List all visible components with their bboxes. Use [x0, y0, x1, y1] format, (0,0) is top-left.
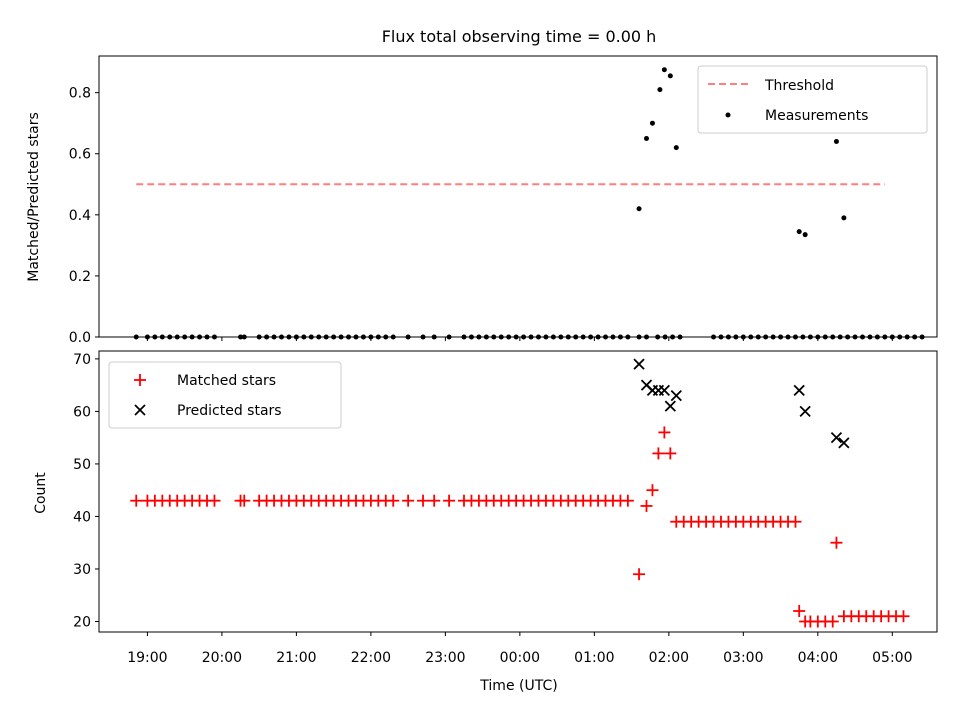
legend-threshold-label: Threshold [764, 78, 834, 94]
measurement-point [661, 67, 667, 73]
bottom-x-tick-label: 04:00 [798, 650, 838, 666]
matched-star-point [633, 568, 646, 581]
matched-star-point [387, 494, 400, 507]
bottom-plot-area [130, 358, 910, 628]
matched-star-point [652, 447, 665, 460]
measurement-point [636, 206, 642, 212]
bottom-y-tick-label: 50 [73, 457, 91, 473]
matched-star-point [417, 494, 430, 507]
bottom-x-axis: 19:00 20:00 21:00 22:00 23:00 00:00 01:00 02:00… [127, 632, 912, 666]
bottom-x-tick-label: 23:00 [425, 650, 465, 666]
bottom-x-tick-label: 00:00 [500, 650, 540, 666]
measurement-point [667, 73, 673, 79]
measurement-point [657, 87, 663, 93]
bottom-axes-frame [98, 350, 938, 633]
matched-star-point [402, 494, 415, 507]
bottom-x-tick-label: 20:00 [202, 650, 242, 666]
top-y-tick-label: 0.6 [69, 147, 91, 163]
top-x-ticks [146, 337, 893, 341]
predicted-star-point [793, 384, 805, 397]
bottom-x-tick-label: 01:00 [574, 650, 614, 666]
bottom-x-tick-label: 22:00 [351, 650, 391, 666]
matched-star-point [664, 447, 677, 460]
matched-star-point [658, 426, 671, 439]
top-y-tick-label: 0.4 [69, 208, 91, 224]
bottom-panel: 20 30 40 50 60 70 19:00 20:00 21:00 22:00 23:00 00… [33, 350, 938, 694]
bottom-x-tick-label: 02:00 [649, 650, 689, 666]
legend-measurements-label: Measurements [765, 108, 868, 124]
bottom-y-tick-label: 40 [73, 509, 91, 525]
legend-matched-swatch [134, 374, 146, 386]
matched-star-point [793, 604, 806, 617]
measurement-point [643, 135, 649, 141]
matched-star-point [238, 494, 251, 507]
matched-star-point [208, 494, 221, 507]
bottom-legend-box [108, 361, 342, 429]
legend-predicted-label: Predicted stars [177, 403, 282, 419]
predicted-star-point [830, 432, 843, 444]
predicted-star-point [799, 405, 811, 418]
bottom-x-tick-label: 03:00 [723, 650, 763, 666]
top-axes-frame [98, 55, 938, 338]
bottom-legend: Matched stars Predicted stars [108, 361, 342, 429]
bottom-y-axis: 20 30 40 50 60 70 [73, 352, 99, 630]
top-y-tick-label: 0.2 [69, 269, 91, 285]
predicted-star-point [838, 437, 850, 449]
top-y-axis: 0.0 0.2 0.4 0.6 0.8 [69, 86, 99, 346]
predicted-star-point [633, 358, 645, 370]
legend-measurements-swatch [725, 112, 731, 118]
bottom-y-axis-label: Count [33, 472, 49, 514]
measurement-point [673, 145, 679, 151]
matched-star-point [130, 494, 143, 507]
bottom-y-tick-label: 70 [73, 352, 91, 368]
legend-predicted-swatch [134, 404, 146, 416]
bottom-y-tick-label: 30 [73, 562, 91, 578]
matched-star-point [789, 515, 802, 528]
bottom-x-tick-label: 05:00 [872, 650, 912, 666]
matched-star-point [830, 536, 843, 549]
predicted-star-point [658, 384, 671, 397]
bottom-x-tick-label: 19:00 [127, 650, 167, 666]
bottom-y-tick-label: 60 [73, 404, 91, 420]
matched-star-point [443, 494, 456, 507]
chart-title: Flux total observing time = 0.00 h [382, 27, 657, 46]
predicted-star-point [664, 400, 676, 412]
matched-star-point [897, 610, 910, 623]
matched-star-point [826, 615, 839, 628]
measurement-point [796, 229, 802, 235]
top-y-tick-label: 0.8 [69, 86, 91, 102]
matched-star-point [646, 484, 659, 497]
legend-matched-label: Matched stars [177, 373, 276, 389]
measurement-point [833, 139, 839, 145]
predicted-star-point [670, 390, 682, 402]
measurement-point [802, 232, 808, 238]
top-legend: Threshold Measurements [697, 65, 928, 134]
top-y-axis-label: Matched/Predicted stars [26, 112, 42, 282]
bottom-x-axis-label: Time (UTC) [479, 678, 557, 694]
matched-star-point [640, 499, 653, 512]
bottom-x-tick-label: 21:00 [276, 650, 316, 666]
bottom-y-tick-label: 20 [73, 614, 91, 630]
matched-star-point [621, 494, 634, 507]
measurement-point [841, 215, 847, 221]
top-panel: Flux total observing time = 0.00 h 0.00.… [26, 27, 938, 346]
measurement-point [649, 120, 655, 126]
matched-star-point [428, 494, 441, 507]
top-y-tick-label: 0.0 [69, 330, 91, 346]
top-legend-box [697, 65, 928, 134]
